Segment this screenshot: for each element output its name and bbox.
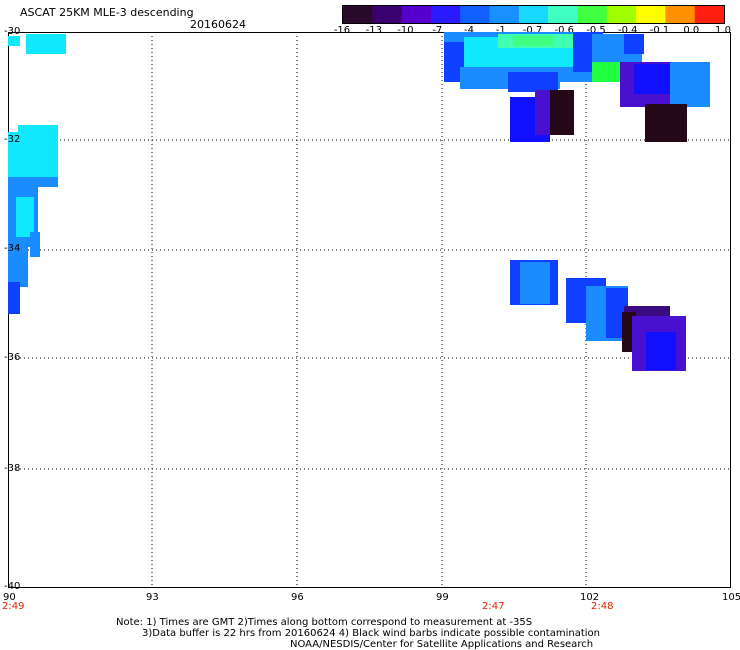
note-line-2: 3)Data buffer is 22 hrs from 20160624 4)… <box>142 628 600 639</box>
swath-cell <box>646 332 676 370</box>
colorbar-segment <box>372 6 403 23</box>
swath-upper-right <box>444 32 710 142</box>
colorbar-label: -0.4 <box>618 25 638 36</box>
colorbar-segment <box>548 6 578 23</box>
swath-cell <box>8 36 20 46</box>
time-label: 2:48 <box>591 601 614 612</box>
swath-cell <box>26 34 66 54</box>
lon-label: 99 <box>436 592 449 603</box>
map-title: ASCAT 25KM MLE-3 descending <box>20 6 194 19</box>
swath-cell <box>508 72 558 92</box>
swath-cell <box>444 42 464 82</box>
colorbar-label: -0.6 <box>554 25 575 36</box>
colorbar-label: -0.7 <box>522 25 543 36</box>
swath-cell <box>624 34 644 54</box>
swath-cell <box>30 232 40 257</box>
colorbar-segment <box>665 6 696 23</box>
note-line-3: NOAA/NESDIS/Center for Satellite Applica… <box>290 639 594 650</box>
lat-label: -30 <box>4 26 21 37</box>
lat-label: -34 <box>4 243 21 254</box>
colorbar-label: -0.1 <box>649 25 670 36</box>
lon-label: 93 <box>146 592 159 603</box>
map-plot <box>8 32 731 588</box>
colorbar-segment <box>430 6 461 23</box>
lon-label: 96 <box>291 592 304 603</box>
swath-cell <box>16 197 34 237</box>
swath-cell <box>8 177 58 187</box>
swath-cell <box>513 36 553 46</box>
swath-cell <box>645 104 687 142</box>
swath-cell <box>8 247 28 287</box>
colorbar-label: -16 <box>333 25 351 36</box>
colorbar-segment <box>343 6 373 23</box>
swath-cell <box>670 62 710 107</box>
swath-cell <box>550 90 574 135</box>
colorbar-label: -13 <box>365 25 382 36</box>
lon-label: 102 <box>580 592 600 603</box>
swath-cell <box>8 132 26 182</box>
swath-left <box>8 34 66 314</box>
swath-lower-right <box>510 260 686 371</box>
lat-label: -38 <box>4 463 21 474</box>
swath-cell <box>634 64 670 94</box>
colorbar-segment <box>460 6 491 23</box>
colorbar-segment <box>489 6 520 23</box>
swath-cell <box>8 282 20 314</box>
colorbar-label: -1 <box>495 25 506 36</box>
colorbar-segment <box>518 6 549 23</box>
note-line-1: Note: 1) Times are GMT 2)Times along bot… <box>116 617 533 628</box>
time-label: 2:47 <box>482 601 505 612</box>
lat-label: -36 <box>4 352 21 363</box>
swath-cell <box>520 262 550 304</box>
colorbar-label: 0.0 <box>683 25 700 36</box>
colorbar-label: 1.0 <box>715 25 731 36</box>
colorbar-segment <box>606 6 637 23</box>
colorbar-segment <box>636 6 666 23</box>
colorbar <box>342 5 725 24</box>
colorbar-segment <box>694 6 724 23</box>
colorbar-label: -4 <box>464 25 474 36</box>
lat-label: -40 <box>4 581 21 592</box>
gridlines <box>8 32 731 588</box>
lon-label: 90 <box>3 592 16 603</box>
colorbar-label: -0.5 <box>586 25 606 36</box>
colorbar-label: -10 <box>397 25 414 36</box>
time-label: 2:49 <box>2 601 25 612</box>
lat-label: -32 <box>4 134 21 145</box>
colorbar-labels: -16 -13 -10 -7 -4 -1 -0.7 -0.6 -0.5 -0.4 -0.1 0.0 1.… <box>330 25 740 39</box>
colorbar-label: -7 <box>432 25 443 36</box>
colorbar-segment <box>401 6 432 23</box>
colorbar-segment <box>577 6 608 23</box>
swath-cell <box>592 62 622 82</box>
map-date: 20160624 <box>190 18 246 31</box>
lon-label: 105 <box>722 592 740 603</box>
